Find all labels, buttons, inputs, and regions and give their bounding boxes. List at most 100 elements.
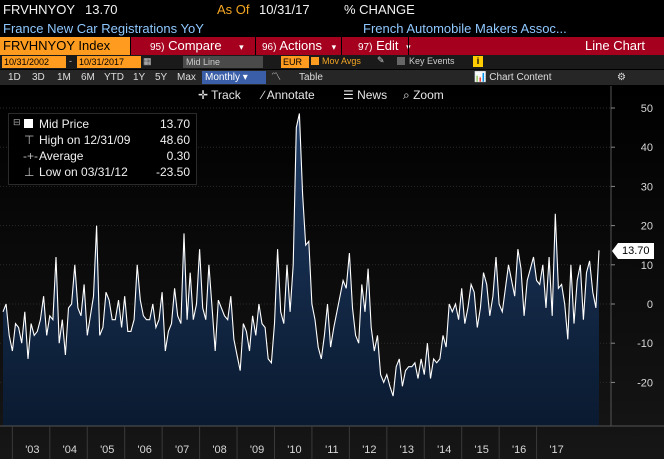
- actions-label: Actions: [279, 38, 322, 53]
- end-date-input[interactable]: 10/31/2017: [77, 56, 141, 68]
- x-tick-labels: '03 '04 '05 '06 '07 '08 '09 '10 '11 '12 '13 '14 '15 '…: [11, 426, 564, 459]
- last-value: 13.70: [85, 2, 118, 17]
- series-area: [3, 113, 599, 426]
- zoom-button[interactable]: ⌕ Zoom: [403, 88, 444, 102]
- legend-mid-label: Mid Price: [39, 117, 90, 131]
- x-tick-label: '06: [138, 444, 152, 456]
- currency-select[interactable]: EUR: [281, 56, 309, 68]
- ticker-label: FRVHNYOY: [3, 2, 75, 17]
- x-tick-label: '03: [25, 444, 39, 456]
- calendar-icon[interactable]: ▦: [143, 56, 152, 66]
- y-tick-label: 0: [647, 299, 653, 311]
- range-1y[interactable]: 1Y: [133, 72, 146, 83]
- y-tick-label: 30: [641, 181, 653, 193]
- x-tick-label: '05: [100, 444, 114, 456]
- legend-low-label: Low on 03/31/12: [39, 165, 128, 179]
- line-mode-select[interactable]: Mid Line: [183, 56, 263, 68]
- y-tick-labels: -20 -10 0 10 20 30 40 50: [611, 103, 653, 389]
- range-1d[interactable]: 1D: [8, 72, 21, 83]
- start-date-input[interactable]: 10/31/2002: [2, 56, 66, 68]
- y-tick-label: -20: [637, 377, 653, 389]
- x-tick-label: '15: [475, 444, 489, 456]
- source-label: French Automobile Makers Assoc...: [363, 21, 567, 36]
- line-mode-text: Mid Line: [186, 57, 221, 67]
- legend-high-label: High on 12/31/09: [39, 133, 131, 147]
- legend-mid-value: 13.70: [159, 117, 190, 131]
- frequency-select[interactable]: Monthly ▾: [202, 71, 266, 84]
- mov-avgs-checkbox[interactable]: [311, 57, 319, 65]
- compare-button[interactable]: 95) Compare ▾: [150, 37, 244, 55]
- zoom-label: Zoom: [413, 88, 444, 102]
- legend-high-value: 48.60: [159, 133, 190, 147]
- actions-dropdown-icon: ▾: [331, 42, 337, 52]
- y-tick-label: 50: [641, 103, 653, 115]
- legend-box: ⊟ Mid Price 13.70 ⊤ High on 12/31/09 48.…: [8, 113, 197, 185]
- key-events-checkbox[interactable]: [397, 57, 405, 65]
- chart-content-label: Chart Content: [489, 72, 552, 83]
- range-max[interactable]: Max: [177, 72, 196, 83]
- x-tick-label: '10: [287, 444, 301, 456]
- security-text: FRVHNYOY Index: [3, 38, 111, 53]
- compare-dropdown-icon: ▾: [239, 42, 244, 52]
- title-row: France New Car Registrations YoY French …: [0, 20, 664, 38]
- series-line: [2, 113, 600, 397]
- range-bar: 1D 3D 1M 6M YTD 1Y 5Y Max Monthly ▾ 〽 Ta…: [0, 70, 664, 85]
- frequency-text: Monthly: [205, 72, 241, 83]
- y-tick-label: 20: [641, 221, 653, 233]
- x-tick-label: '17: [549, 444, 563, 456]
- date-dash: -: [69, 56, 72, 66]
- news-label: News: [357, 88, 388, 102]
- range-6m[interactable]: 6M: [81, 72, 95, 83]
- track-label: Track: [211, 88, 241, 102]
- x-tick-label: '04: [63, 444, 77, 456]
- table-button[interactable]: Table: [296, 71, 326, 84]
- legend-collapse-icon[interactable]: ⊟: [13, 117, 21, 127]
- edit-button[interactable]: 97) Edit ▾: [358, 37, 411, 55]
- pencil-icon[interactable]: ✎: [377, 55, 385, 65]
- chart-type-button[interactable]: Line Chart: [585, 37, 645, 55]
- compare-num: 95): [150, 42, 165, 53]
- legend-swatch: [24, 119, 33, 128]
- date-controls: 10/31/2002 - 10/31/2017 ▦ Mid Line EUR M…: [0, 55, 664, 69]
- y-tick-label: -10: [637, 338, 653, 350]
- as-of-label: As Of: [217, 2, 250, 17]
- legend-average-label: Average: [39, 149, 84, 163]
- track-button[interactable]: ✛ Track: [198, 88, 241, 102]
- divider: [408, 37, 409, 55]
- x-tick-label: '08: [212, 444, 226, 456]
- actions-button[interactable]: 96) Actions ▾: [262, 37, 337, 55]
- last-value-tag: 13.70: [612, 243, 654, 259]
- as-of-date: 10/31/17: [259, 2, 310, 17]
- start-date-text: 10/31/2002: [4, 57, 50, 67]
- chart-content-button[interactable]: 📊 Chart Content: [474, 72, 552, 83]
- line-chart-icon[interactable]: 〽: [271, 72, 281, 83]
- compare-label: Compare: [168, 38, 222, 53]
- y-tick-label: 40: [641, 142, 653, 154]
- divider: [255, 37, 256, 55]
- high-marker-icon: ⊤: [24, 133, 35, 147]
- x-tick-label: '14: [437, 444, 451, 456]
- x-tick-label: '13: [400, 444, 414, 456]
- edit-num: 97): [358, 42, 373, 53]
- edit-label: Edit: [376, 38, 399, 53]
- news-button[interactable]: ☰ News: [343, 88, 388, 102]
- range-ytd[interactable]: YTD: [104, 72, 124, 83]
- range-1m[interactable]: 1M: [57, 72, 71, 83]
- settings-gear-icon[interactable]: ⚙: [617, 72, 626, 83]
- divider: [130, 37, 131, 55]
- range-5y[interactable]: 5Y: [155, 72, 168, 83]
- actions-num: 96): [262, 42, 277, 53]
- security-input[interactable]: FRVHNYOY Index: [0, 37, 130, 55]
- end-date-text: 10/31/2017: [79, 57, 125, 67]
- table-label: Table: [299, 72, 323, 83]
- chart-type-label: Line Chart: [585, 38, 645, 53]
- x-tick-label: '07: [175, 444, 189, 456]
- mov-avgs-label: Mov Avgs: [322, 56, 361, 66]
- x-tick-label: '11: [325, 444, 339, 456]
- low-marker-icon: ⊥: [24, 165, 35, 179]
- key-events-label: Key Events: [409, 56, 455, 66]
- annotate-button[interactable]: ∕ Annotate: [262, 88, 315, 102]
- x-tick-label: '09: [250, 444, 264, 456]
- range-3d[interactable]: 3D: [32, 72, 45, 83]
- info-icon[interactable]: i: [473, 56, 483, 67]
